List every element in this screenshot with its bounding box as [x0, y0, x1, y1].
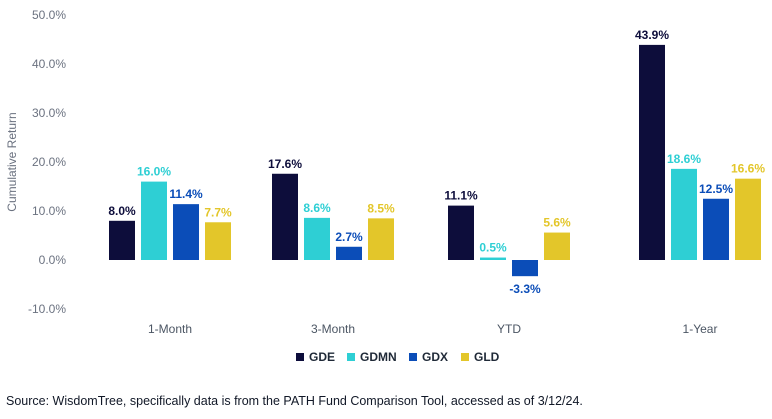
y-tick-label: 0.0% [39, 253, 67, 267]
legend-label-gdmn: GDMN [360, 350, 397, 364]
y-tick-label: 50.0% [32, 8, 66, 22]
bar-gde-1-year [639, 44, 665, 260]
bar-gdx-ytd [512, 260, 538, 277]
bar-gld-ytd [544, 232, 570, 260]
y-tick-label: 30.0% [32, 106, 66, 120]
legend-swatch-gdmn [347, 353, 355, 361]
y-axis-ticks: -10.0% 0.0% 10.0% 20.0% 30.0% 40.0% 50.0% [28, 8, 66, 316]
y-axis-title: Cumulative Return [5, 112, 19, 211]
y-tick-label: 20.0% [32, 155, 66, 169]
category-label: 1-Month [148, 322, 192, 336]
legend-label-gld: GLD [474, 350, 500, 364]
category-labels: 1-Month 3-Month YTD 1-Year [148, 322, 717, 336]
data-label: 8.0% [108, 204, 136, 218]
category-label: 3-Month [311, 322, 355, 336]
bar-gld-1-month [205, 222, 231, 260]
data-label: 18.6% [667, 152, 701, 166]
data-label: 5.6% [543, 216, 571, 230]
bar-gdx-3-month [336, 246, 362, 260]
bar-gde-ytd [448, 205, 474, 260]
bar-gdmn-ytd [480, 257, 506, 260]
data-label: 7.7% [204, 205, 232, 219]
category-label: 1-Year [683, 322, 718, 336]
data-label: -3.3% [509, 282, 541, 296]
data-label: 0.5% [479, 241, 507, 255]
y-tick-label: 40.0% [32, 57, 66, 71]
data-label: 8.6% [303, 201, 331, 215]
y-tick-label: 10.0% [32, 204, 66, 218]
category-label: YTD [497, 322, 521, 336]
y-tick-label: -10.0% [28, 302, 66, 316]
data-label: 16.6% [731, 162, 765, 176]
data-label: 43.9% [635, 28, 669, 42]
source-note: Source: WisdomTree, specifically data is… [6, 394, 583, 408]
legend-swatch-gld [461, 353, 469, 361]
bar-gdmn-3-month [304, 217, 330, 260]
bar-gdx-1-year [703, 198, 729, 260]
bar-gld-1-year [735, 178, 761, 260]
data-label: 8.5% [367, 201, 395, 215]
bars [109, 44, 761, 277]
bar-gdx-1-month [173, 204, 199, 260]
legend-label-gdx: GDX [422, 350, 448, 364]
data-label: 2.7% [335, 230, 363, 244]
data-label: 12.5% [699, 182, 733, 196]
bar-gde-1-month [109, 220, 135, 260]
legend-swatch-gdx [409, 353, 417, 361]
data-label: 16.0% [137, 165, 171, 179]
data-label: 11.1% [444, 189, 478, 203]
data-label: 17.6% [268, 157, 302, 171]
data-label: 11.4% [169, 187, 203, 201]
data-labels: 8.0% 17.6% 11.1% 43.9% 16.0% 8.6% 0.5% 18.6% 11.… [108, 28, 765, 296]
legend-label-gde: GDE [309, 350, 335, 364]
bar-gde-3-month [272, 173, 298, 260]
bar-gdmn-1-year [671, 168, 697, 260]
legend: GDE GDMN GDX GLD [296, 350, 500, 364]
legend-swatch-gde [296, 353, 304, 361]
bar-gdmn-1-month [141, 181, 167, 260]
bar-gld-3-month [368, 218, 394, 260]
